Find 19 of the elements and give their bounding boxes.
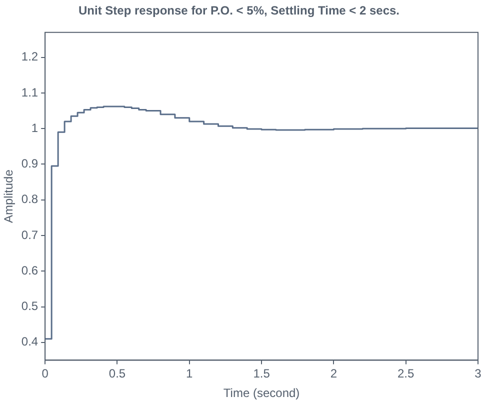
y-tick-label: 0.6 [21,263,38,278]
x-tick-label: 2.5 [398,366,415,381]
y-tick-label: 1.2 [21,50,38,64]
x-tick-label: 1.5 [253,366,270,381]
y-axis-title: Amplitude [2,169,16,223]
x-tick-label: 3 [474,366,482,381]
y-tick-label: 0.9 [21,156,38,171]
y-tick-label: 1 [31,120,38,135]
x-tick-label: 0.5 [108,366,126,381]
chart-title: Unit Step response for P.O. < 5%, Settling Time < 2 secs. [78,4,400,18]
x-axis-title: Time (second) [223,386,300,400]
x-tick-label: 1 [186,366,194,381]
y-tick-label: 1.1 [21,85,38,100]
x-tick-label: 0 [42,366,49,381]
y-tick-label: 0.7 [21,228,38,242]
y-tick-label: 0.5 [21,299,38,314]
y-tick-label: 0.8 [21,192,38,206]
x-tick-label: 2 [330,366,338,381]
y-tick-label: 0.4 [21,334,38,349]
